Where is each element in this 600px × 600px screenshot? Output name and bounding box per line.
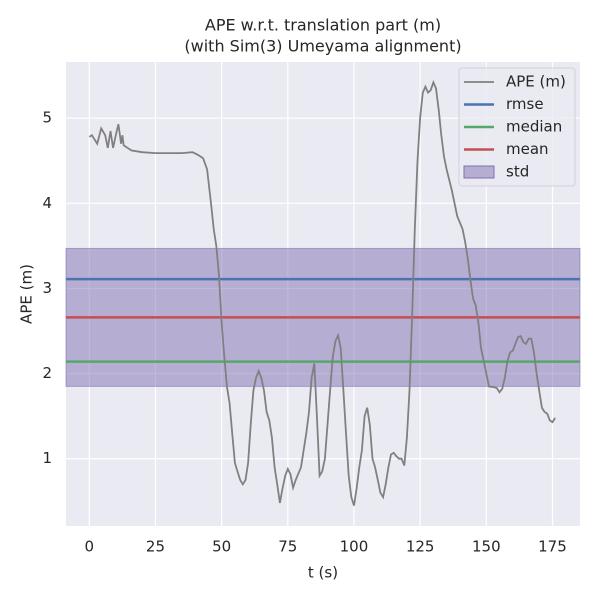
y-axis-label: APE (m) — [18, 264, 36, 324]
legend-box — [458, 67, 576, 187]
y-tick-label: 3 — [42, 279, 52, 297]
y-tick-label: 2 — [42, 364, 52, 382]
y-tick-label: 1 — [42, 449, 52, 467]
x-tick-label: 175 — [538, 538, 567, 556]
legend-label: median — [506, 118, 562, 136]
legend-label: APE (m) — [506, 73, 566, 91]
legend: APE (m) rmse median mean std — [458, 67, 576, 187]
ape-line — [88, 79, 556, 506]
chart-title: APE w.r.t. translation part (m) — [205, 16, 441, 35]
legend-swatch — [463, 165, 495, 179]
y-tick-label: 4 — [42, 194, 52, 212]
x-tick-label: 50 — [212, 538, 231, 556]
x-tick-label: 75 — [278, 538, 297, 556]
y-tick-label: 5 — [42, 109, 52, 127]
x-tick-label: 0 — [85, 538, 95, 556]
legend-label: mean — [506, 140, 549, 158]
chart-subtitle: (with Sim(3) Umeyama alignment) — [184, 37, 461, 56]
x-tick-label: 150 — [472, 538, 501, 556]
x-tick-label: 25 — [146, 538, 165, 556]
x-axis-label: t (s) — [308, 564, 338, 582]
legend-label: rmse — [506, 95, 544, 113]
x-tick-label: 125 — [406, 538, 435, 556]
legend-label: std — [506, 163, 529, 181]
x-tick-label: 100 — [340, 538, 369, 556]
